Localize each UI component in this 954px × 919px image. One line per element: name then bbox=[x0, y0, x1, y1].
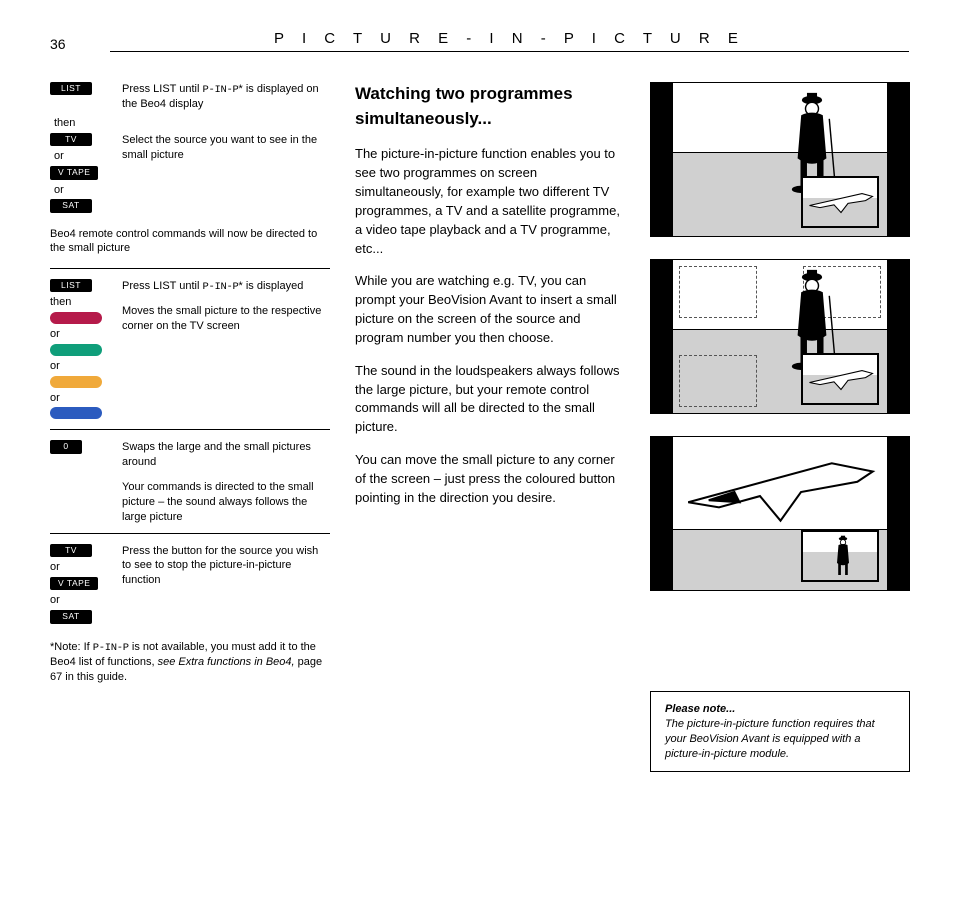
chaplin-icon bbox=[828, 534, 858, 580]
zero-button: 0 bbox=[50, 440, 82, 453]
or-label: or bbox=[50, 359, 60, 374]
or-label: or bbox=[54, 149, 64, 164]
divider bbox=[50, 268, 330, 269]
divider bbox=[50, 429, 330, 430]
tv-illustration-1 bbox=[650, 82, 910, 237]
pip-box bbox=[801, 353, 879, 405]
red-button bbox=[50, 312, 102, 324]
green-button bbox=[50, 344, 102, 356]
body-p4: You can move the small picture to any co… bbox=[355, 451, 625, 508]
main-text: Watching two programmes simultaneously..… bbox=[355, 82, 625, 772]
desc-swap2: Your commands is directed to the small p… bbox=[122, 480, 330, 525]
tv-illustration-2 bbox=[650, 259, 910, 414]
desc-color: Moves the small picture to the respectiv… bbox=[122, 304, 330, 334]
yellow-button bbox=[50, 376, 102, 388]
list-button: LIST bbox=[50, 82, 92, 95]
sat-button: SAT bbox=[50, 610, 92, 623]
or-label: or bbox=[50, 391, 60, 406]
tv-button: TV bbox=[50, 544, 92, 557]
sat-button: SAT bbox=[50, 199, 92, 212]
desc-swap: Swaps the large and the small pictures a… bbox=[122, 440, 330, 470]
desc-list2: Press LIST until P-IN-P* is displayed bbox=[122, 279, 330, 294]
divider bbox=[50, 533, 330, 534]
plane-icon bbox=[806, 363, 876, 395]
blue-button bbox=[50, 407, 102, 419]
note-text: The picture-in-picture function requires… bbox=[665, 718, 875, 760]
plane-icon bbox=[806, 186, 876, 218]
desc-sources: Select the source you want to see in the… bbox=[118, 133, 330, 163]
note-title: Please note... bbox=[665, 703, 735, 715]
footnote: *Note: If P-IN-P is not available, you m… bbox=[50, 640, 330, 684]
section-title: Watching two programmes simultaneously..… bbox=[355, 82, 625, 131]
then-label: then bbox=[54, 116, 330, 131]
pip-box bbox=[801, 530, 879, 582]
body-p1: The picture-in-picture function enables … bbox=[355, 145, 625, 258]
desc-list: Press LIST until P-IN-P* is displayed on… bbox=[118, 82, 330, 112]
list-button: LIST bbox=[50, 279, 92, 292]
page-number: 36 bbox=[50, 36, 66, 52]
page-header: P I C T U R E - I N - P I C T U R E bbox=[110, 30, 909, 52]
pip-box bbox=[801, 176, 879, 228]
then-label: then bbox=[50, 295, 71, 310]
body-p3: The sound in the loudspeakers always fol… bbox=[355, 362, 625, 437]
note-directed: Beo4 remote control commands will now be… bbox=[50, 227, 330, 256]
illustrations: Please note... The picture-in-picture fu… bbox=[650, 82, 910, 772]
body-p2: While you are watching e.g. TV, you can … bbox=[355, 272, 625, 347]
please-note-box: Please note... The picture-in-picture fu… bbox=[650, 691, 910, 772]
or-label: or bbox=[54, 183, 64, 198]
vtape-button: V TAPE bbox=[50, 577, 98, 590]
left-instructions: LIST Press LIST until P-IN-P* is display… bbox=[50, 82, 330, 772]
or-label: or bbox=[50, 327, 60, 342]
tv-illustration-3 bbox=[650, 436, 910, 591]
or-label: or bbox=[50, 593, 60, 608]
vtape-button: V TAPE bbox=[50, 166, 98, 179]
desc-stop: Press the button for the source you wish… bbox=[118, 544, 330, 589]
or-label: or bbox=[50, 560, 60, 575]
plane-icon bbox=[678, 447, 883, 537]
tv-button: TV bbox=[50, 133, 92, 146]
